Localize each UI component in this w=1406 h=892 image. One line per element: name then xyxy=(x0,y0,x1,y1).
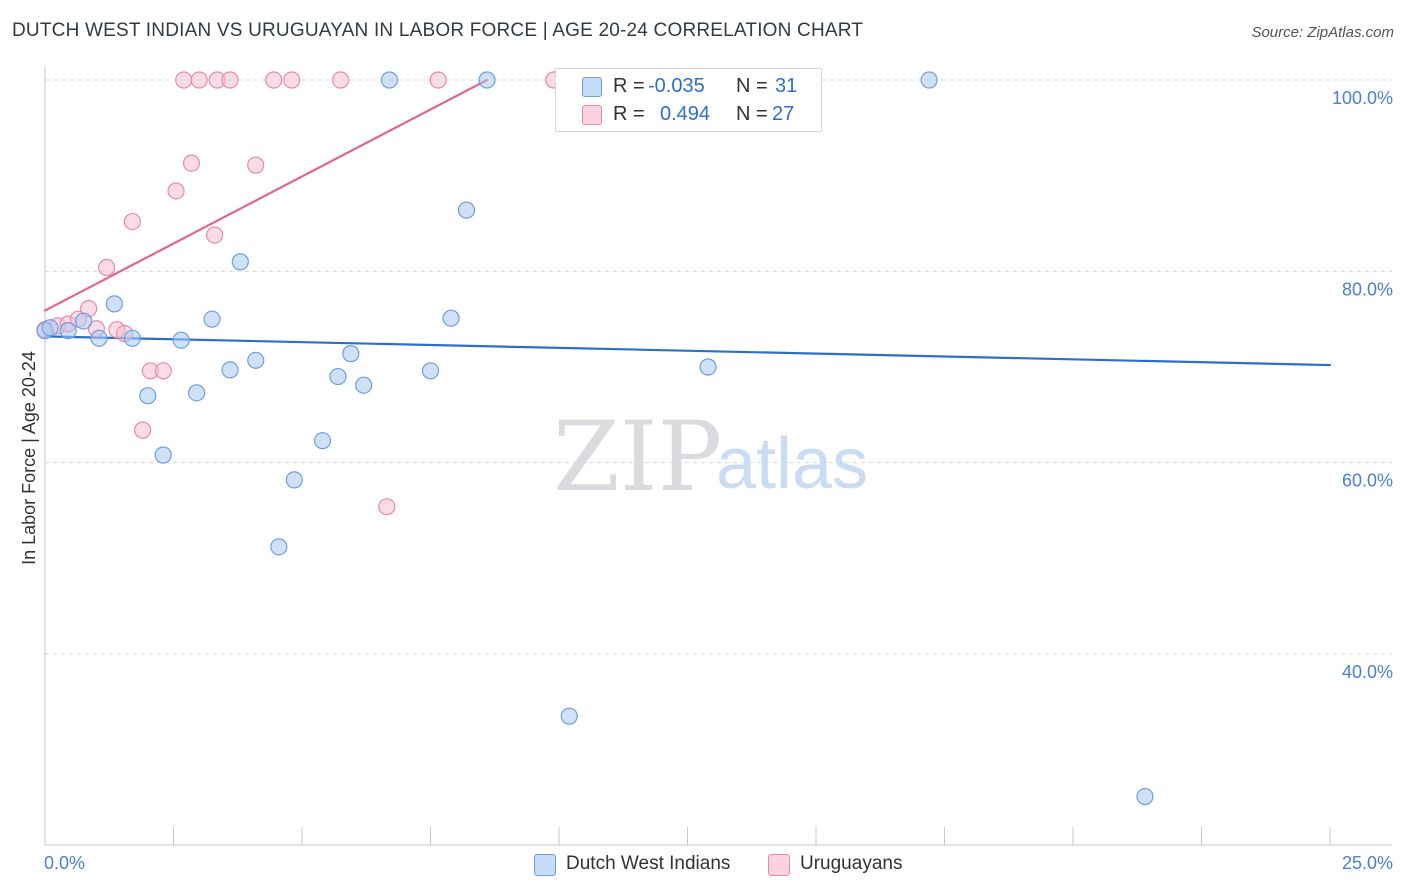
point-dutch-west-indians[interactable] xyxy=(90,329,108,347)
watermark-atlas: atlas xyxy=(716,424,868,504)
trend-lines xyxy=(43,78,1332,367)
point-dutch-west-indians[interactable] xyxy=(231,253,249,271)
y-tick-label: 60.0% xyxy=(1342,471,1393,491)
point-dutch-west-indians[interactable] xyxy=(329,367,347,386)
point-dutch-west-indians[interactable] xyxy=(203,310,221,328)
point-dutch-west-indians[interactable] xyxy=(380,71,398,89)
watermark: ZIP atlas xyxy=(553,401,868,513)
point-dutch-west-indians[interactable] xyxy=(421,362,440,380)
axes xyxy=(44,66,1392,846)
point-dutch-west-indians[interactable] xyxy=(560,707,578,725)
point-uruguayans[interactable] xyxy=(247,156,265,174)
watermark-zip: ZIP xyxy=(553,401,722,513)
trend-line-dutch-west-indians xyxy=(43,335,1332,367)
point-uruguayans[interactable] xyxy=(221,71,239,89)
point-dutch-west-indians[interactable] xyxy=(59,322,77,340)
point-dutch-west-indians[interactable] xyxy=(105,295,123,313)
point-dutch-west-indians[interactable] xyxy=(920,71,938,89)
point-uruguayans[interactable] xyxy=(175,71,193,89)
n-value-uruguayans: 27 xyxy=(772,103,795,125)
point-dutch-west-indians[interactable] xyxy=(355,376,373,394)
n-value-dutch-west-indians: 31 xyxy=(775,75,798,97)
point-uruguayans[interactable] xyxy=(190,71,208,89)
point-dutch-west-indians[interactable] xyxy=(74,312,93,330)
point-dutch-west-indians[interactable] xyxy=(41,319,59,337)
r-label: R = xyxy=(613,75,645,97)
r-value-uruguayans: 0.494 xyxy=(660,103,711,125)
y-tick-label: 100.0% xyxy=(1332,88,1393,108)
data-points xyxy=(36,71,1154,806)
point-uruguayans[interactable] xyxy=(154,362,172,380)
point-dutch-west-indians[interactable] xyxy=(270,538,288,556)
chart-title: DUTCH WEST INDIAN VS URUGUAYAN IN LABOR … xyxy=(12,20,864,41)
stats-row-dutch-west-indians: R = -0.035 N = 31 xyxy=(556,72,821,100)
point-dutch-west-indians[interactable] xyxy=(123,329,141,347)
point-uruguayans[interactable] xyxy=(98,258,116,277)
point-dutch-west-indians[interactable] xyxy=(172,331,190,349)
x-tick-label-max: 25.0% xyxy=(1342,853,1393,873)
point-uruguayans[interactable] xyxy=(123,212,141,231)
r-label: R = xyxy=(613,103,645,125)
point-uruguayans[interactable] xyxy=(167,182,185,200)
point-uruguayans[interactable] xyxy=(378,498,396,516)
y-axis-title: In Labor Force | Age 20-24 xyxy=(19,351,39,565)
legend-label-dutch-west-indians: Dutch West Indians xyxy=(566,853,731,874)
tick-labels: 40.0% 60.0% 80.0% 100.0% 0.0% 25.0% xyxy=(44,88,1393,873)
stats-row-uruguayans: R = 0.494 N = 27 xyxy=(556,100,821,128)
legend-swatch-blue xyxy=(534,854,556,876)
y-tick-label: 40.0% xyxy=(1342,662,1393,682)
point-dutch-west-indians[interactable] xyxy=(457,201,476,219)
legend-label-uruguayans: Uruguayans xyxy=(800,853,903,874)
point-uruguayans[interactable] xyxy=(206,226,224,244)
point-dutch-west-indians[interactable] xyxy=(154,446,172,464)
trend-line-uruguayans xyxy=(43,78,489,312)
n-label: N = xyxy=(736,75,768,97)
stats-box: R = -0.035 N = 31 R = 0.494 N = 27 xyxy=(555,68,822,132)
point-uruguayans[interactable] xyxy=(182,154,201,172)
point-dutch-west-indians[interactable] xyxy=(139,387,157,405)
point-uruguayans[interactable] xyxy=(265,71,283,89)
legend-swatch-pink xyxy=(768,854,790,876)
stats-swatch-pink xyxy=(582,105,602,125)
r-value-dutch-west-indians: -0.035 xyxy=(648,75,705,97)
point-uruguayans[interactable] xyxy=(429,71,447,89)
point-dutch-west-indians[interactable] xyxy=(442,309,460,327)
point-uruguayans[interactable] xyxy=(283,71,301,89)
point-dutch-west-indians[interactable] xyxy=(342,345,360,363)
source-label: Source: ZipAtlas.com xyxy=(1251,24,1394,41)
point-dutch-west-indians[interactable] xyxy=(699,358,717,376)
y-tick-label: 80.0% xyxy=(1342,279,1393,299)
x-tick-label-min: 0.0% xyxy=(44,853,85,873)
point-dutch-west-indians[interactable] xyxy=(247,351,265,369)
point-dutch-west-indians[interactable] xyxy=(188,384,206,402)
legend: Dutch West Indians Uruguayans xyxy=(0,850,1406,880)
point-dutch-west-indians[interactable] xyxy=(1136,787,1154,806)
gridlines xyxy=(45,79,1392,655)
point-dutch-west-indians[interactable] xyxy=(221,361,239,379)
point-dutch-west-indians[interactable] xyxy=(285,471,303,489)
stats-swatch-blue xyxy=(582,77,602,97)
point-dutch-west-indians[interactable] xyxy=(478,71,496,89)
point-uruguayans[interactable] xyxy=(331,71,350,89)
n-label: N = xyxy=(736,103,768,125)
point-dutch-west-indians[interactable] xyxy=(313,432,332,450)
point-uruguayans[interactable] xyxy=(134,421,152,439)
